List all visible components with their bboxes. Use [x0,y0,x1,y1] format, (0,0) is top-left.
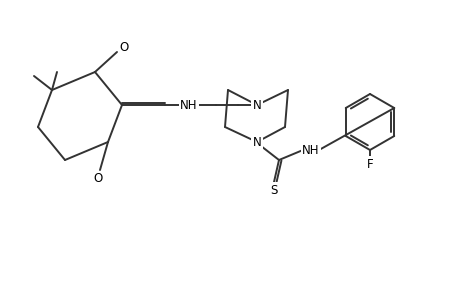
Text: NH: NH [180,98,197,112]
Text: F: F [366,158,373,170]
Text: NH: NH [302,143,319,157]
Text: N: N [252,98,261,112]
Text: O: O [93,172,102,185]
Text: O: O [119,40,129,53]
Text: S: S [270,184,277,196]
Text: N: N [252,136,261,148]
